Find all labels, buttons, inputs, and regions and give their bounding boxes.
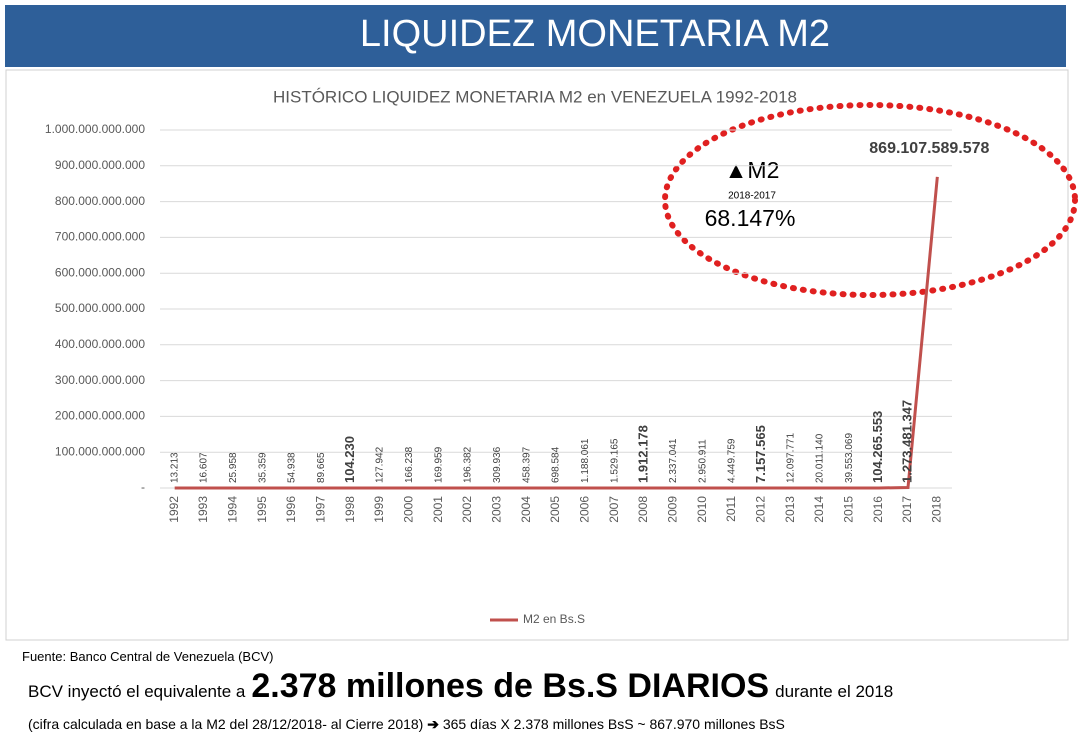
- data-label: 127.942: [375, 446, 386, 483]
- x-tick-label: 2007: [607, 496, 621, 523]
- legend-label: M2 en Bs.S: [523, 612, 585, 626]
- data-label: 25.958: [228, 452, 239, 483]
- summary-tail: durante el 2018: [775, 682, 894, 701]
- data-label: 698.584: [551, 446, 562, 483]
- data-label: 1.188.061: [580, 438, 591, 483]
- y-tick-label: 800.000.000.000: [55, 194, 145, 208]
- footnote: (cifra calculada en base a la M2 del 28/…: [28, 716, 785, 733]
- data-label: 104.230: [342, 436, 357, 483]
- data-label: 16.607: [199, 452, 210, 483]
- x-tick-label: 2016: [871, 496, 885, 523]
- data-label: 196.382: [463, 446, 474, 483]
- x-tick-label: 2010: [695, 496, 709, 523]
- y-tick-label: 900.000.000.000: [55, 158, 145, 172]
- x-tick-label: 1993: [196, 496, 210, 523]
- data-label: 20.011.140: [815, 433, 826, 483]
- y-tick-label: 300.000.000.000: [55, 373, 145, 387]
- x-tick-label: 2018: [930, 496, 944, 523]
- y-tick-label: 600.000.000.000: [55, 265, 145, 279]
- y-tick-label: 500.000.000.000: [55, 301, 145, 315]
- source: Fuente: Banco Central de Venezuela (BCV): [22, 649, 274, 664]
- x-tick-label: 2013: [783, 496, 797, 523]
- data-label: 39.553.069: [844, 433, 855, 483]
- data-label: 166.238: [404, 446, 415, 483]
- annotation-title: ▲M2: [725, 157, 780, 183]
- chart-title: HISTÓRICO LIQUIDEZ MONETARIA M2 en VENEZ…: [273, 87, 797, 106]
- data-label: 2.337.041: [668, 438, 679, 483]
- x-tick-label: 1994: [226, 496, 240, 523]
- x-tick-label: 1998: [343, 496, 357, 523]
- chart-frame: [5, 69, 1069, 641]
- data-label: 309.936: [492, 446, 503, 483]
- footnote-arrow: ➔: [427, 716, 439, 732]
- y-tick-label: 700.000.000.000: [55, 230, 145, 244]
- data-label: 12.097.771: [785, 433, 796, 483]
- chart: HISTÓRICO LIQUIDEZ MONETARIA M2 en VENEZ…: [5, 69, 1078, 641]
- data-label: 35.359: [257, 452, 268, 483]
- annotation-text: 68.147%: [705, 205, 796, 231]
- y-tick-label: 1.000.000.000.000: [45, 122, 145, 136]
- footnote-calc: 365 días X 2.378 millones BsS ~ 867.970 …: [442, 716, 785, 732]
- data-label: 104.265.553: [870, 411, 885, 483]
- x-tick-label: 1995: [255, 496, 269, 523]
- y-tick-label: 200.000.000.000: [55, 409, 145, 423]
- x-tick-label: 1999: [372, 496, 386, 523]
- x-tick-label: 1997: [314, 496, 328, 523]
- data-label: 458.397: [521, 446, 532, 483]
- summary-highlight: 2.378 millones de Bs.S DIARIOS: [251, 667, 770, 705]
- data-label: 169.959: [433, 446, 444, 483]
- data-label: 7.157.565: [753, 425, 768, 483]
- data-label: 1.912.178: [635, 425, 650, 483]
- footnote-text: (cifra calculada en base a la M2 del 28/…: [28, 716, 424, 732]
- x-tick-label: 2017: [900, 496, 914, 523]
- data-label: 869.107.589.578: [869, 140, 989, 157]
- highlight-ellipse: [662, 102, 1078, 298]
- data-line: [174, 176, 939, 490]
- x-tick-label: 2014: [812, 496, 826, 523]
- x-tick-label: 2006: [578, 496, 592, 523]
- x-tick-label: 1996: [284, 496, 298, 523]
- x-tick-label: 2000: [402, 496, 416, 523]
- x-tick-label: 2009: [666, 496, 680, 523]
- y-tick-label: -: [141, 480, 145, 494]
- data-label: 4.449.759: [727, 438, 738, 483]
- summary-lead: BCV inyectó el equivalente a: [28, 682, 246, 701]
- y-tick-label: 400.000.000.000: [55, 337, 145, 351]
- x-tick-label: 2002: [460, 496, 474, 523]
- annotation-subtitle: 2018-2017: [728, 191, 776, 202]
- data-label: 1.529.165: [609, 438, 620, 483]
- header: LIQUIDEZ MONETARIA M2: [5, 5, 1066, 67]
- x-tick-label: 2005: [548, 496, 562, 523]
- data-label: 13.213: [169, 452, 180, 483]
- x-tick-label: 2001: [431, 496, 445, 523]
- x-tick-label: 2012: [754, 496, 768, 523]
- x-tick-label: 2003: [490, 496, 504, 523]
- y-tick-label: 100.000.000.000: [55, 444, 145, 458]
- x-tick-label: 1992: [167, 496, 181, 523]
- header-title: LIQUIDEZ MONETARIA M2: [359, 13, 831, 55]
- data-label: 1.273.481.347: [899, 400, 914, 483]
- data-label: 89.665: [316, 452, 327, 483]
- x-tick-label: 2008: [636, 496, 650, 523]
- data-label: 54.938: [287, 452, 298, 483]
- summary: BCV inyectó el equivalente a 2.378 millon…: [28, 667, 893, 706]
- x-tick-label: 2004: [519, 496, 533, 523]
- data-label: 2.950.911: [697, 439, 708, 483]
- x-tick-label: 2011: [724, 496, 738, 522]
- x-tick-label: 2015: [842, 496, 856, 523]
